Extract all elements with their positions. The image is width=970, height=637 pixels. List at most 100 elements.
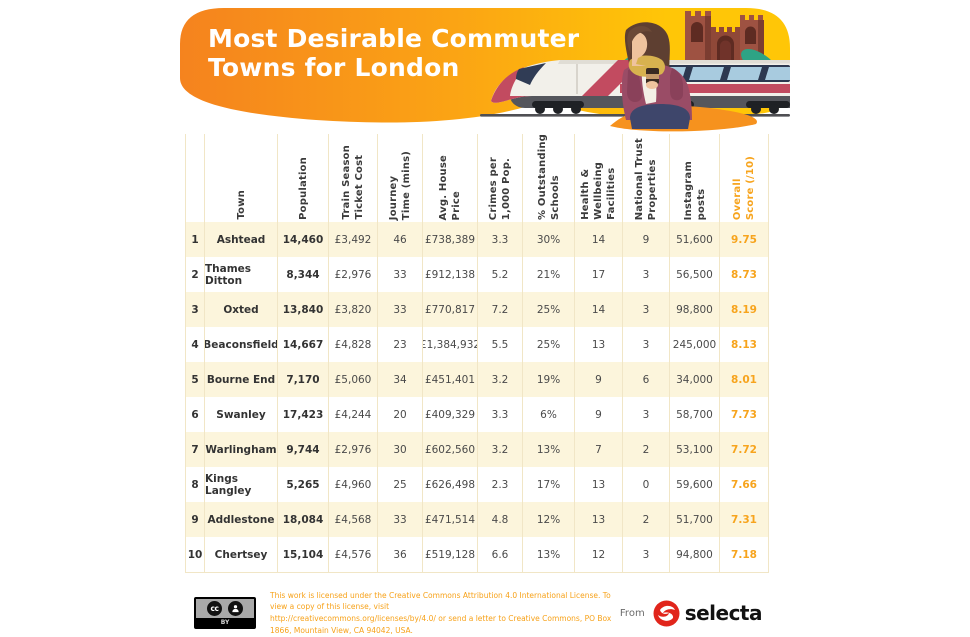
cell-crimes: 7.2: [478, 292, 523, 327]
column-label: Journey Time (mins): [388, 150, 412, 220]
cell-journey-time: 36: [378, 537, 423, 572]
cell-health: 12: [575, 537, 623, 572]
column-label: Avg. House Price: [438, 154, 462, 220]
column-label: Population: [297, 157, 309, 220]
cell-journey-time: 46: [378, 222, 423, 257]
cell-house-price: £602,560: [423, 432, 478, 467]
cell-ticket-cost: £3,492: [329, 222, 378, 257]
cell-ticket-cost: £2,976: [329, 432, 378, 467]
cell-house-price: £738,389: [423, 222, 478, 257]
table-body: 1 Ashtead 14,460 £3,492 46 £738,389 3.3 …: [185, 222, 769, 572]
cell-schools: 13%: [523, 432, 575, 467]
cell-population: 18,084: [278, 502, 329, 537]
banner-illustration: [180, 8, 790, 132]
cell-overall-score: 8.01: [720, 362, 769, 397]
cell-schools: 17%: [523, 467, 575, 502]
license-line-2: http://creativecommons.org/licenses/by/4…: [270, 614, 612, 635]
cell-house-price: £409,329: [423, 397, 478, 432]
cell-rank: 7: [185, 432, 205, 467]
cell-town: Beaconsfield: [205, 327, 278, 362]
cell-rank: 10: [185, 537, 205, 572]
table-row: 10 Chertsey 15,104 £4,576 36 £519,128 6.…: [185, 537, 769, 572]
cell-journey-time: 34: [378, 362, 423, 397]
cell-national-trust: 2: [623, 502, 670, 537]
cell-national-trust: 3: [623, 537, 670, 572]
cell-house-price: £1,384,932: [423, 327, 478, 362]
footer: cc BY This work is licensed under the Cr…: [180, 591, 790, 635]
cell-crimes: 4.8: [478, 502, 523, 537]
cell-overall-score: 8.19: [720, 292, 769, 327]
cell-national-trust: 3: [623, 327, 670, 362]
cell-crimes: 3.2: [478, 432, 523, 467]
cell-instagram: 56,500: [670, 257, 720, 292]
cell-journey-time: 33: [378, 502, 423, 537]
cell-national-trust: 3: [623, 397, 670, 432]
cell-national-trust: 0: [623, 467, 670, 502]
cell-ticket-cost: £4,568: [329, 502, 378, 537]
cell-rank: 8: [185, 467, 205, 502]
cell-town: Kings Langley: [205, 467, 278, 502]
commuter-towns-table: Town Population Train Season Ticket Cost…: [185, 134, 769, 573]
cc-by-badge: cc BY: [194, 597, 256, 629]
cell-instagram: 98,800: [670, 292, 720, 327]
cell-rank: 3: [185, 292, 205, 327]
selecta-logo-icon: [653, 600, 680, 627]
cell-rank: 9: [185, 502, 205, 537]
cell-instagram: 94,800: [670, 537, 720, 572]
cell-house-price: £471,514: [423, 502, 478, 537]
cell-population: 14,667: [278, 327, 329, 362]
cell-population: 14,460: [278, 222, 329, 257]
cell-ticket-cost: £4,960: [329, 467, 378, 502]
cell-house-price: £770,817: [423, 292, 478, 327]
header-cell-national-trust: National Trust Properties: [623, 134, 670, 230]
cell-crimes: 3.2: [478, 362, 523, 397]
header-banner: Most Desirable Commuter Towns for London: [180, 8, 790, 134]
table-row: 7 Warlingham 9,744 £2,976 30 £602,560 3.…: [185, 432, 769, 467]
cell-rank: 2: [185, 257, 205, 292]
cell-ticket-cost: £4,244: [329, 397, 378, 432]
cell-town: Warlingham: [205, 432, 278, 467]
cell-instagram: 53,100: [670, 432, 720, 467]
cell-population: 17,423: [278, 397, 329, 432]
column-label: % Outstanding Schools: [536, 134, 561, 220]
cell-population: 9,744: [278, 432, 329, 467]
cell-crimes: 2.3: [478, 467, 523, 502]
cell-schools: 21%: [523, 257, 575, 292]
cell-journey-time: 25: [378, 467, 423, 502]
cell-crimes: 5.2: [478, 257, 523, 292]
cell-rank: 4: [185, 327, 205, 362]
cell-crimes: 5.5: [478, 327, 523, 362]
cell-town: Thames Ditton: [205, 257, 278, 292]
license-text: This work is licensed under the Creative…: [270, 590, 620, 637]
cell-overall-score: 9.75: [720, 222, 769, 257]
cell-national-trust: 6: [623, 362, 670, 397]
header-cell-instagram: Instagram posts: [670, 134, 720, 230]
header-cell-journey-time: Journey Time (mins): [378, 134, 423, 230]
table-row: 8 Kings Langley 5,265 £4,960 25 £626,498…: [185, 467, 769, 502]
column-label: Crimes per 1,000 Pop.: [488, 156, 512, 220]
cc-icon: cc: [207, 601, 222, 616]
table-header-row: Town Population Train Season Ticket Cost…: [185, 134, 769, 230]
cell-overall-score: 8.13: [720, 327, 769, 362]
cell-rank: 1: [185, 222, 205, 257]
cell-rank: 5: [185, 362, 205, 397]
cell-population: 13,840: [278, 292, 329, 327]
page-title: Most Desirable Commuter Towns for London: [208, 24, 580, 82]
table-row: 5 Bourne End 7,170 £5,060 34 £451,401 3.…: [185, 362, 769, 397]
cell-health: 7: [575, 432, 623, 467]
cell-ticket-cost: £4,828: [329, 327, 378, 362]
cell-rank: 6: [185, 397, 205, 432]
cell-ticket-cost: £3,820: [329, 292, 378, 327]
cell-instagram: 34,000: [670, 362, 720, 397]
cell-house-price: £626,498: [423, 467, 478, 502]
header-cell-schools: % Outstanding Schools: [523, 134, 575, 230]
commuter-woman-illustration: [621, 22, 692, 129]
cell-crimes: 3.3: [478, 397, 523, 432]
header-cell-rank: [185, 134, 205, 230]
cell-health: 13: [575, 502, 623, 537]
cell-schools: 30%: [523, 222, 575, 257]
from-label: From: [619, 607, 645, 619]
column-label: Health & Wellbeing Facilities: [580, 162, 617, 220]
cell-population: 15,104: [278, 537, 329, 572]
header-cell-population: Population: [278, 134, 329, 230]
